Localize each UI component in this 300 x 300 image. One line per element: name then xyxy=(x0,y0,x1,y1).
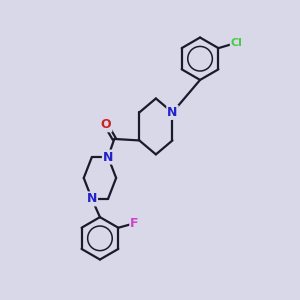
Text: O: O xyxy=(101,118,111,131)
Text: N: N xyxy=(103,151,113,164)
Text: N: N xyxy=(87,192,97,206)
Text: F: F xyxy=(130,217,139,230)
Text: N: N xyxy=(167,106,178,119)
Text: Cl: Cl xyxy=(231,38,243,48)
